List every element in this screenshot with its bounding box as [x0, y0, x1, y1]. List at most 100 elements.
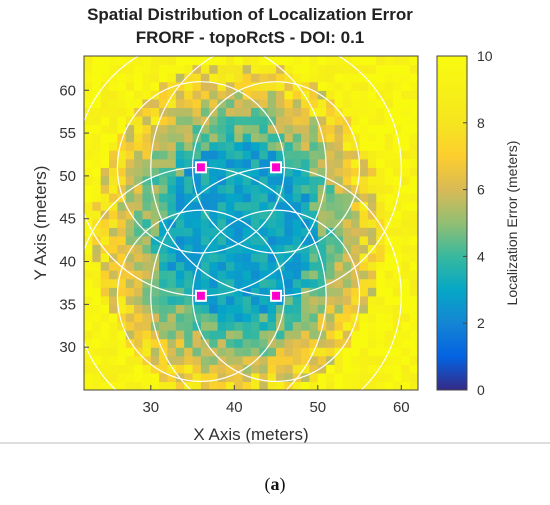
heatmap-cell: [259, 193, 269, 203]
heatmap-cell: [292, 167, 302, 177]
heatmap-cell: [184, 261, 194, 271]
heatmap-cell: [359, 372, 369, 383]
heatmap-cell: [109, 227, 118, 237]
heatmap-cell: [175, 355, 185, 365]
heatmap-cell: [192, 98, 202, 108]
heatmap-cell: [317, 56, 327, 57]
heatmap-cell: [167, 235, 177, 246]
anchor-marker: [272, 163, 281, 172]
heatmap-cell: [100, 330, 110, 340]
heatmap-cell: [392, 210, 402, 220]
heatmap-cell: [242, 355, 252, 365]
heatmap-cell: [376, 330, 386, 340]
heatmap-cell: [109, 184, 118, 194]
heatmap-cell: [292, 73, 302, 83]
heatmap-cell: [142, 64, 152, 74]
heatmap-cell: [225, 73, 235, 83]
heatmap-cell: [359, 287, 369, 297]
heatmap-cell: [225, 355, 235, 365]
heatmap-cell: [200, 304, 210, 314]
heatmap-cell: [100, 193, 110, 203]
heatmap-cell: [125, 244, 135, 254]
heatmap-cell: [342, 261, 352, 271]
heatmap-cell: [301, 167, 311, 177]
heatmap-cell: [125, 115, 135, 126]
heatmap-cell: [351, 141, 361, 151]
heatmap-cell: [84, 270, 93, 280]
heatmap-cell: [209, 201, 219, 211]
heatmap-cell: [351, 56, 361, 66]
heatmap-cell: [125, 364, 135, 374]
heatmap-cell: [351, 98, 361, 108]
heatmap-cell: [217, 184, 227, 194]
heatmap-cell: [401, 141, 411, 151]
heatmap-cell: [117, 347, 127, 357]
heatmap-cell: [359, 261, 369, 271]
heatmap-cell: [334, 150, 344, 160]
heatmap-cell: [326, 312, 336, 323]
heatmap-cell: [92, 141, 102, 151]
heatmap-cell: [351, 304, 361, 314]
heatmap-cell: [392, 107, 402, 117]
heatmap-cell: [367, 321, 377, 331]
heatmap-cell: [192, 244, 202, 254]
heatmap-cell: [192, 73, 202, 83]
heatmap-cell: [167, 270, 177, 280]
heatmap-cell: [351, 210, 361, 220]
y-tick-label: 50: [59, 168, 76, 185]
heatmap-cell: [342, 270, 352, 280]
colorbar-tick-label: 10: [477, 48, 493, 64]
heatmap-cell: [309, 372, 319, 383]
heatmap-cell: [292, 252, 302, 263]
heatmap-cell: [259, 304, 269, 314]
heatmap-cell: [167, 252, 177, 263]
heatmap-cell: [84, 312, 93, 323]
heatmap-cell: [100, 90, 110, 100]
heatmap-cell: [225, 261, 235, 271]
heatmap-cell: [167, 150, 177, 160]
heatmap-cell: [359, 81, 369, 91]
heatmap-cell: [209, 90, 219, 100]
heatmap-cell: [225, 107, 235, 117]
heatmap-cell: [317, 295, 327, 305]
heatmap-cell: [242, 175, 252, 186]
heatmap-cell: [167, 56, 177, 66]
heatmap-cell: [150, 64, 160, 74]
heatmap-cell: [276, 73, 285, 83]
heatmap-cell: [100, 252, 110, 263]
heatmap-cell: [409, 227, 418, 237]
heatmap-cell: [384, 372, 394, 383]
heatmap-cell: [301, 64, 311, 74]
heatmap-cell: [359, 321, 369, 331]
heatmap-cell: [109, 372, 118, 383]
heatmap-cell: [301, 218, 311, 228]
heatmap-cell: [184, 235, 194, 246]
heatmap-cell: [225, 141, 235, 151]
heatmap-cell: [317, 81, 327, 91]
heatmap-cell: [367, 193, 377, 203]
heatmap-cell: [267, 175, 277, 186]
heatmap-cell: [84, 381, 93, 390]
heatmap-cell: [376, 338, 386, 348]
heatmap-cell: [184, 56, 194, 66]
heatmap-cell: [150, 338, 160, 348]
heatmap-cell: [284, 330, 294, 340]
heatmap-cell: [351, 287, 361, 297]
heatmap-cell: [376, 193, 386, 203]
heatmap-cell: [409, 355, 418, 365]
heatmap-cell: [84, 81, 93, 91]
heatmap-cell: [242, 330, 252, 340]
heatmap-cell: [217, 56, 227, 57]
heatmap-cell: [117, 372, 127, 383]
y-tick-label: 60: [59, 82, 76, 99]
heatmap-cell: [192, 227, 202, 237]
heatmap-cell: [259, 201, 269, 211]
heatmap-cell: [150, 141, 160, 151]
heatmap-cell: [376, 304, 386, 314]
heatmap-cell: [351, 372, 361, 383]
heatmap-cell: [192, 355, 202, 365]
heatmap-cell: [134, 56, 144, 66]
heatmap-cell: [225, 227, 235, 237]
heatmap-cell: [209, 321, 219, 331]
